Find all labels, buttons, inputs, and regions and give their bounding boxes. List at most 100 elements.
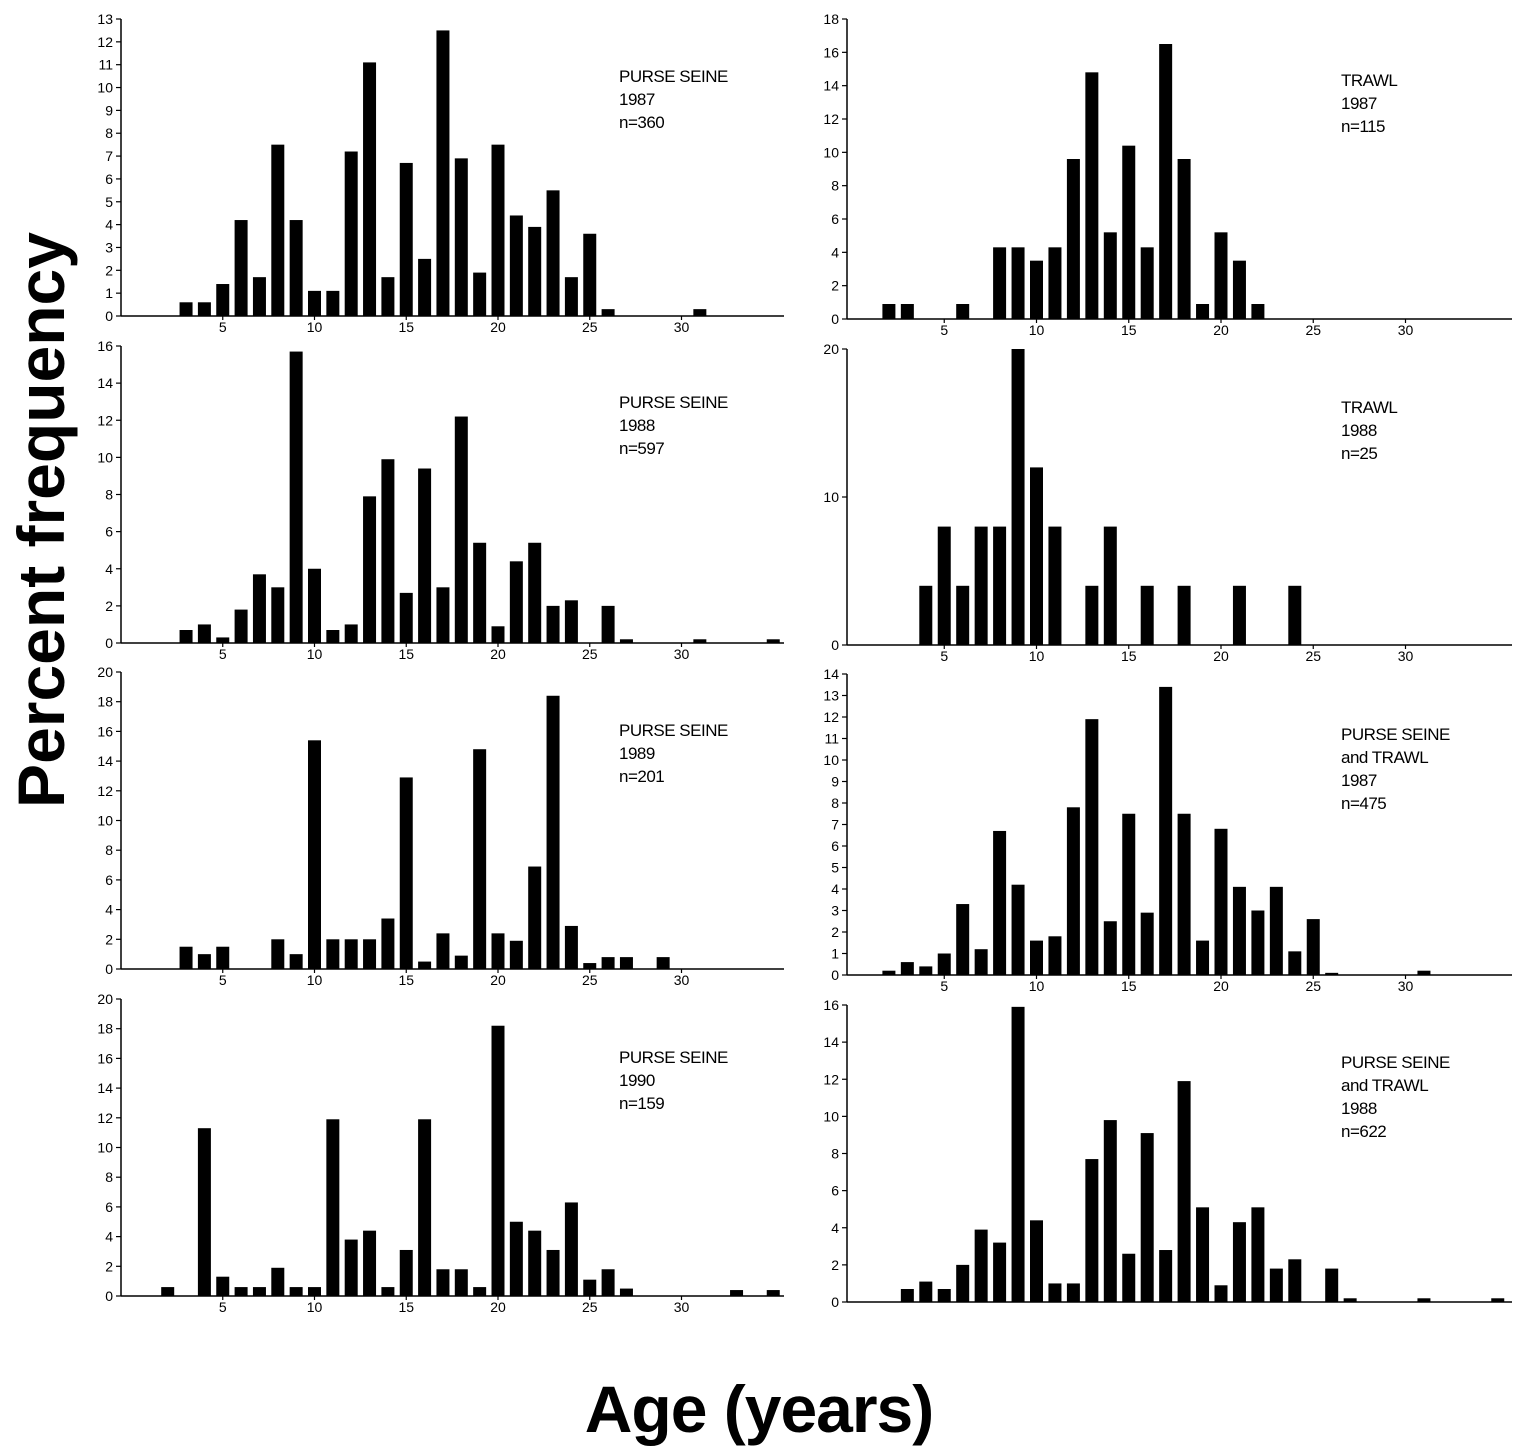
y-tick-label: 10 <box>823 144 839 160</box>
x-tick-label: 25 <box>582 972 598 988</box>
y-tick-label: 8 <box>831 1146 839 1162</box>
y-tick-label: 20 <box>97 991 113 1007</box>
bar-age-12 <box>1066 159 1080 319</box>
x-tick-label: 30 <box>1398 322 1414 338</box>
bar-age-14 <box>1103 1120 1117 1302</box>
y-tick-label: 0 <box>105 308 113 324</box>
bar-age-31 <box>1417 970 1431 975</box>
legend-line: 1989 <box>619 744 655 763</box>
bar-age-16 <box>1140 912 1154 975</box>
bar-age-15 <box>1122 813 1136 975</box>
bar-age-8 <box>993 1242 1007 1302</box>
y-tick-label: 6 <box>105 524 113 540</box>
bar-age-11 <box>326 939 340 969</box>
bar-age-4 <box>919 585 933 645</box>
bar-age-27 <box>619 639 633 643</box>
bar-age-21 <box>1232 1222 1246 1302</box>
y-tick-label: 18 <box>97 694 113 710</box>
legend-line: n=25 <box>1341 444 1377 463</box>
y-tick-label: 12 <box>97 412 113 428</box>
bar-age-26 <box>1325 972 1339 975</box>
bar-age-10 <box>308 568 321 643</box>
bar-age-25 <box>583 1279 597 1296</box>
bar-age-18 <box>1177 159 1191 319</box>
y-tick-label: 4 <box>105 561 113 577</box>
chart-panel-2: 0 2 4 6 8 10 12 14 16 18 5 10 15 20 25 30 TRAWL 1987 n=115 <box>823 11 1512 338</box>
y-tick-label: 8 <box>105 487 113 503</box>
bar-age-8 <box>271 144 285 316</box>
bar-age-13 <box>363 939 377 969</box>
legend-line: n=201 <box>619 767 664 786</box>
x-tick-label: 10 <box>1029 322 1045 338</box>
y-tick-label: 12 <box>97 34 113 50</box>
bar-age-7 <box>974 949 988 975</box>
y-tick-label: 6 <box>831 838 839 854</box>
y-tick-label: 20 <box>823 341 839 357</box>
y-tick-label: 6 <box>105 171 113 187</box>
y-tick-label: 6 <box>831 211 839 227</box>
bar-age-22 <box>1251 304 1265 319</box>
bar-age-9 <box>1011 884 1025 975</box>
bar-age-24 <box>564 277 578 316</box>
y-tick-label: 3 <box>831 903 839 919</box>
legend-line: PURSE SEINE <box>1341 1053 1450 1072</box>
x-tick-label: 5 <box>940 978 948 994</box>
y-tick-label: 2 <box>831 278 839 294</box>
y-tick-label: 11 <box>824 731 839 747</box>
bar-age-22 <box>528 542 542 643</box>
legend-line: n=360 <box>619 113 664 132</box>
bar-age-13 <box>1085 719 1099 975</box>
x-tick-label: 5 <box>219 319 227 335</box>
bar-age-9 <box>1011 247 1025 319</box>
bar-age-13 <box>1085 72 1099 319</box>
legend-line: PURSE SEINE <box>619 393 728 412</box>
y-tick-label: 0 <box>105 961 113 977</box>
bar-age-2 <box>882 304 896 319</box>
y-tick-label: 8 <box>105 125 113 141</box>
y-tick-label: 10 <box>97 449 113 465</box>
y-tick-label: 4 <box>831 1220 839 1236</box>
bar-age-31 <box>693 639 707 643</box>
bar-age-18 <box>1177 585 1191 645</box>
bar-age-18 <box>1177 813 1191 975</box>
bar-age-11 <box>326 290 340 316</box>
x-tick-label: 10 <box>307 319 323 335</box>
y-tick-label: 4 <box>105 217 113 233</box>
y-tick-label: 2 <box>831 1257 839 1273</box>
y-tick-label: 4 <box>105 1229 113 1245</box>
x-tick-label: 15 <box>398 1299 414 1315</box>
bar-age-4 <box>197 1128 211 1296</box>
y-tick-label: 6 <box>105 1199 113 1215</box>
bar-age-10 <box>1030 467 1043 645</box>
chart-panel-3: 0 2 4 6 8 10 12 14 16 5 10 15 20 25 30 PURSE SEINE 1988 n… <box>97 338 784 662</box>
y-tick-label: 10 <box>823 752 839 768</box>
x-tick-label: 10 <box>307 1299 323 1315</box>
y-tick-label: 4 <box>831 244 839 260</box>
y-tick-label: 0 <box>831 637 839 653</box>
bar-age-4 <box>919 1281 933 1302</box>
bar-age-24 <box>564 1202 578 1296</box>
bar-age-16 <box>418 1119 432 1296</box>
y-tick-label: 16 <box>97 1050 113 1066</box>
bar-age-35 <box>766 639 780 643</box>
bar-age-31 <box>1417 1298 1431 1302</box>
bar-age-24 <box>1288 1259 1302 1302</box>
bar-age-7 <box>974 526 988 645</box>
bar-age-22 <box>528 866 542 969</box>
x-tick-label: 10 <box>307 972 323 988</box>
y-tick-label: 14 <box>97 1080 113 1096</box>
bar-age-7 <box>252 277 266 316</box>
y-tick-label: 18 <box>823 11 839 27</box>
x-axis-title: Age (years) <box>584 1372 935 1446</box>
y-tick-label: 14 <box>823 666 839 682</box>
bar-age-21 <box>1232 886 1246 975</box>
legend-line: PURSE SEINE <box>619 721 728 740</box>
bar-age-5 <box>216 1276 230 1296</box>
bar-age-6 <box>956 585 970 645</box>
bar-age-18 <box>454 1269 468 1296</box>
bar-age-26 <box>601 957 615 969</box>
bar-age-20 <box>491 626 505 643</box>
bar-age-16 <box>418 468 432 643</box>
bar-age-24 <box>1288 951 1302 975</box>
